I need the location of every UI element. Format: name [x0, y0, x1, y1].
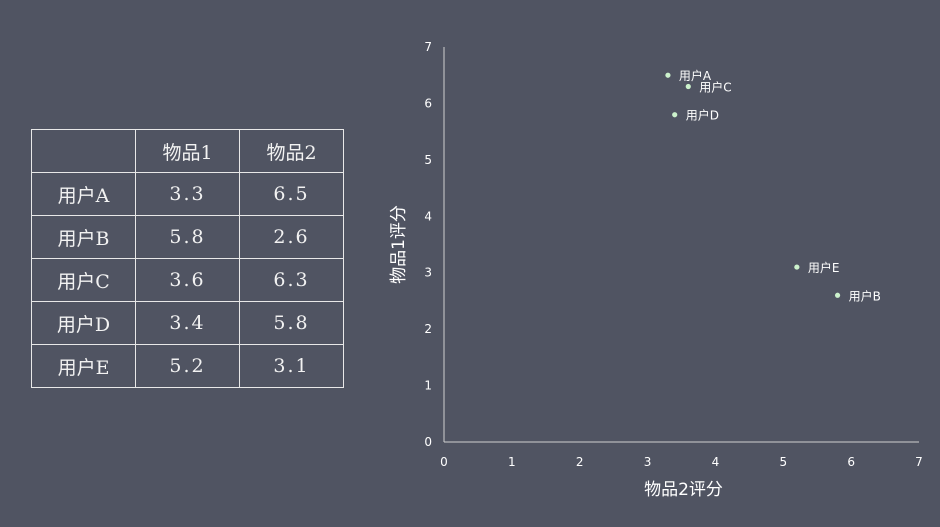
x-tick-label: 0: [440, 455, 448, 469]
data-point-label: 用户C: [699, 80, 731, 95]
table-row: 用户D 3.4 5.8: [31, 301, 344, 345]
x-tick-label: 2: [576, 455, 584, 469]
ratings-table: 物品1 物品2 用户A 3.3 6.5 用户B 5.8 2.6 用户C 3.6 …: [31, 129, 344, 388]
table-cell-item1: 3.6: [135, 258, 240, 302]
table-row: 用户C 3.6 6.3: [31, 258, 344, 302]
data-point-label: 用户D: [686, 108, 719, 123]
data-point: [665, 72, 671, 78]
data-point: [834, 292, 841, 298]
data-point: [794, 264, 800, 270]
x-axis-title: 物品2评分: [644, 480, 723, 500]
chart-axes: [443, 47, 919, 443]
y-tick-label: 4: [424, 209, 432, 223]
y-tick-label: 5: [424, 153, 432, 167]
x-tick-label: 7: [915, 455, 923, 469]
data-point: [685, 83, 691, 90]
table-cell-user: 用户B: [31, 215, 136, 259]
table-cell-user: 用户E: [31, 344, 136, 388]
x-tick-label: 3: [644, 455, 652, 469]
y-tick-label: 0: [424, 435, 432, 449]
y-tick-label: 2: [424, 322, 432, 336]
x-tick-labels: 0 1 2 3 4 5 6 7: [440, 455, 923, 469]
x-tick-label: 5: [779, 455, 787, 469]
data-point: [672, 112, 678, 118]
y-tick-label: 6: [424, 96, 432, 110]
table-cell-item2: 3.1: [239, 344, 344, 388]
y-tick-label: 1: [424, 379, 432, 393]
table-row: 用户B 5.8 2.6: [31, 215, 344, 259]
table-row: 用户A 3.3 6.5: [31, 172, 344, 216]
data-point-label: 用户E: [808, 260, 840, 275]
y-tick-label: 7: [424, 40, 432, 54]
y-tick-label: 3: [424, 266, 432, 280]
y-tick-labels: 0 1 2 3 4 5 6 7: [424, 40, 432, 449]
data-point-label: 用户B: [849, 288, 881, 303]
table-cell-item2: 5.8: [239, 301, 344, 345]
data-points: 用户A 用户B 用户C 用户D 用户E: [665, 68, 881, 303]
data-point-label: 用户A: [679, 68, 712, 83]
table-cell-user: 用户C: [31, 258, 136, 302]
table-cell-item2: 6.3: [239, 258, 344, 302]
table-cell-item2: 2.6: [239, 215, 344, 259]
table-cell-item2: 6.5: [239, 172, 344, 216]
x-tick-label: 1: [508, 455, 516, 469]
y-axis-title: 物品1评分: [389, 205, 409, 284]
table-row: 用户E 5.2 3.1: [31, 344, 344, 388]
x-tick-label: 6: [847, 455, 855, 469]
table-cell-user: 用户A: [31, 172, 136, 216]
x-tick-label: 4: [712, 455, 720, 469]
